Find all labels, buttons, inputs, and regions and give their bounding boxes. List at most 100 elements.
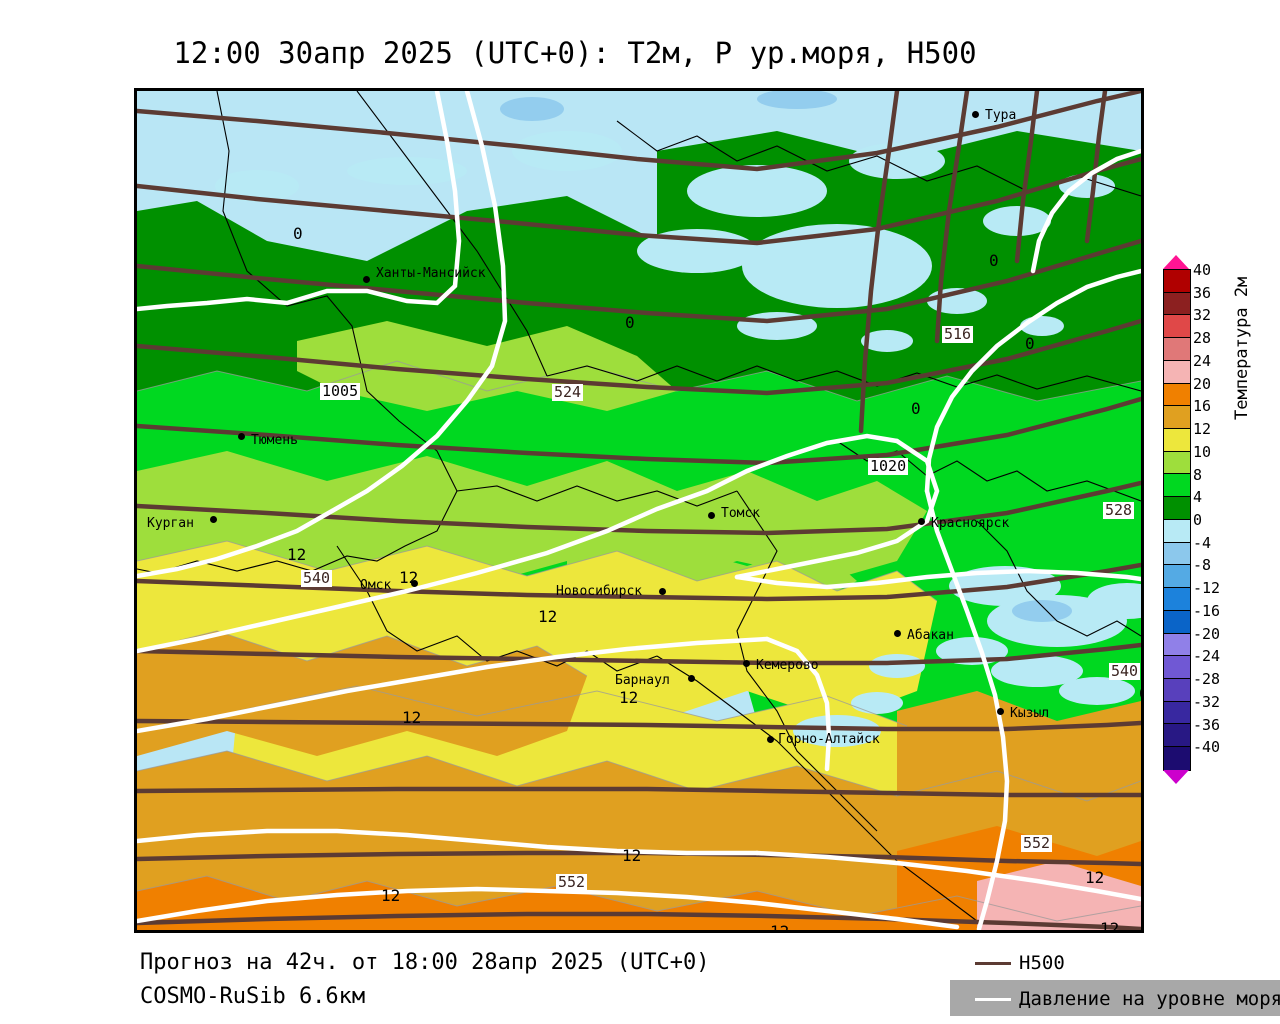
colorbar-cell: [1164, 451, 1190, 475]
colorbar-cell: [1164, 474, 1190, 498]
colorbar-bottom-arrow: [1163, 770, 1189, 784]
colorbar-cell: [1164, 429, 1190, 452]
colorbar-cell: [1164, 701, 1190, 725]
city-label: Кызыл: [1010, 706, 1050, 721]
colorbar-cell: [1164, 406, 1190, 430]
colorbar-cell: [1164, 497, 1190, 520]
colorbar-tick: -4: [1193, 533, 1212, 552]
temperature-contour-label: 12: [287, 545, 307, 564]
colorbar-cell: [1164, 542, 1190, 566]
colorbar-tick: 10: [1193, 442, 1212, 461]
colorbar-tick: 32: [1193, 306, 1212, 325]
colorbar-cell: [1164, 315, 1190, 339]
city-label: Новосибирск: [556, 584, 643, 599]
temperature-contour-label: 0: [293, 224, 303, 243]
city-dot: [210, 516, 217, 523]
colorbar-cell: [1164, 565, 1190, 589]
city-label: Тюмень: [251, 433, 298, 448]
colorbar-tick: 0: [1193, 511, 1203, 529]
city-label: Томск: [721, 506, 761, 521]
h500-line-swatch: [975, 962, 1011, 965]
colorbar-tick: 20: [1193, 374, 1212, 393]
colorbar-tick: 4: [1193, 488, 1203, 507]
temperature-contour-label: 12: [538, 607, 558, 626]
colorbar-cell: [1164, 360, 1190, 384]
city-dot: [688, 675, 695, 682]
temperature-contour-label: 12: [770, 922, 790, 933]
temperature-contour-label: 12: [1100, 919, 1120, 933]
colorbar[interactable]: 40 36 32 28 24 20 16 12 10 8 4 0 -4 -8 -12 -16 -20 -24 -28…: [1163, 255, 1220, 784]
colorbar-tick: -8: [1193, 556, 1212, 575]
temperature-contour-label: 12: [1085, 868, 1105, 887]
h500-contour-label: 528: [1103, 501, 1135, 519]
temperature-contour-label: 12: [622, 846, 642, 865]
mslp-contour-label: 1005: [320, 382, 361, 400]
colorbar-tick: -12: [1193, 579, 1221, 598]
forecast-info: Прогноз на 42ч. от 18:00 28апр 2025 (UTC…: [140, 950, 710, 975]
colorbar-top-arrow: [1163, 255, 1189, 269]
colorbar-scale: [1163, 269, 1191, 771]
city-dot: [363, 276, 370, 283]
temperature-contour-label: 0: [1025, 334, 1035, 353]
colorbar-cell: [1164, 383, 1190, 407]
colorbar-tick: 36: [1193, 283, 1212, 302]
colorbar-tick: 8: [1193, 465, 1203, 484]
temperature-contour-label: 0: [1139, 686, 1141, 702]
legend-h500: H500: [975, 952, 1065, 974]
legend-mslp: Давление на уровне моря: [975, 988, 1280, 1010]
h500-contour-label: 524: [552, 383, 584, 401]
city-dot: [894, 630, 901, 637]
city-dot: [238, 433, 245, 440]
city-label: Курган: [147, 516, 194, 531]
city-dot: [972, 111, 979, 118]
temperature-contour-label: 12: [381, 886, 401, 905]
colorbar-tick: 40: [1193, 261, 1212, 279]
city-label: Горно-Алтайск: [778, 732, 880, 747]
city-label: Кемерово: [756, 658, 819, 673]
city-dot: [918, 518, 925, 525]
temperature-contour-label: 0: [625, 313, 635, 332]
colorbar-cell: [1164, 292, 1190, 316]
temperature-contour-label: 0: [989, 251, 999, 270]
map-canvas: [137, 91, 1141, 930]
mslp-line-swatch: [975, 998, 1011, 1001]
colorbar-cell: [1164, 724, 1190, 748]
colorbar-title: Температура 2м: [1232, 276, 1252, 420]
temperature-contour-label: 12: [402, 708, 422, 727]
colorbar-tick: -20: [1193, 624, 1221, 643]
colorbar-cell: [1164, 588, 1190, 611]
colorbar-cell: [1164, 747, 1190, 770]
legend-h500-label: H500: [1019, 952, 1065, 974]
colorbar-tick: -28: [1193, 670, 1221, 689]
city-label: Абакан: [907, 628, 954, 643]
colorbar-cell: [1164, 519, 1190, 543]
model-info: COSMO-RuSib 6.6км: [140, 984, 366, 1009]
colorbar-cell: [1164, 270, 1190, 293]
colorbar-tick: 12: [1193, 420, 1212, 439]
temperature-contour-label: 12: [619, 688, 639, 707]
h500-contour-label: 552: [1021, 834, 1053, 852]
mslp-contour-label: 1020: [868, 457, 909, 475]
page-title: 12:00 30апр 2025 (UTC+0): T2м, P ур.моря…: [173, 36, 977, 70]
colorbar-tick: 28: [1193, 329, 1212, 348]
temperature-contour-label: 12: [399, 568, 419, 587]
colorbar-cell: [1164, 656, 1190, 679]
colorbar-tick: -40: [1193, 738, 1221, 757]
city-dot: [767, 736, 774, 743]
colorbar-tick: 16: [1193, 397, 1212, 416]
city-label: Красноярск: [931, 516, 1010, 531]
colorbar-tick: 24: [1193, 351, 1212, 370]
h500-contour-label: 540: [301, 569, 333, 587]
h500-contour-label: 552: [556, 873, 588, 891]
temperature-contour-label: 0: [911, 399, 921, 418]
city-dot: [659, 588, 666, 595]
h500-contour-label: 516: [942, 325, 974, 343]
weather-map[interactable]: Тура Ханты-Мансийск Тюмень Курган Омск Томск К…: [134, 88, 1144, 933]
city-label: Тура: [985, 108, 1017, 123]
colorbar-tick: -36: [1193, 715, 1221, 734]
colorbar-cell: [1164, 678, 1190, 702]
city-label: Барнаул: [615, 673, 670, 688]
city-dot: [411, 580, 418, 587]
colorbar-cell: [1164, 633, 1190, 657]
colorbar-tick: -24: [1193, 647, 1221, 666]
